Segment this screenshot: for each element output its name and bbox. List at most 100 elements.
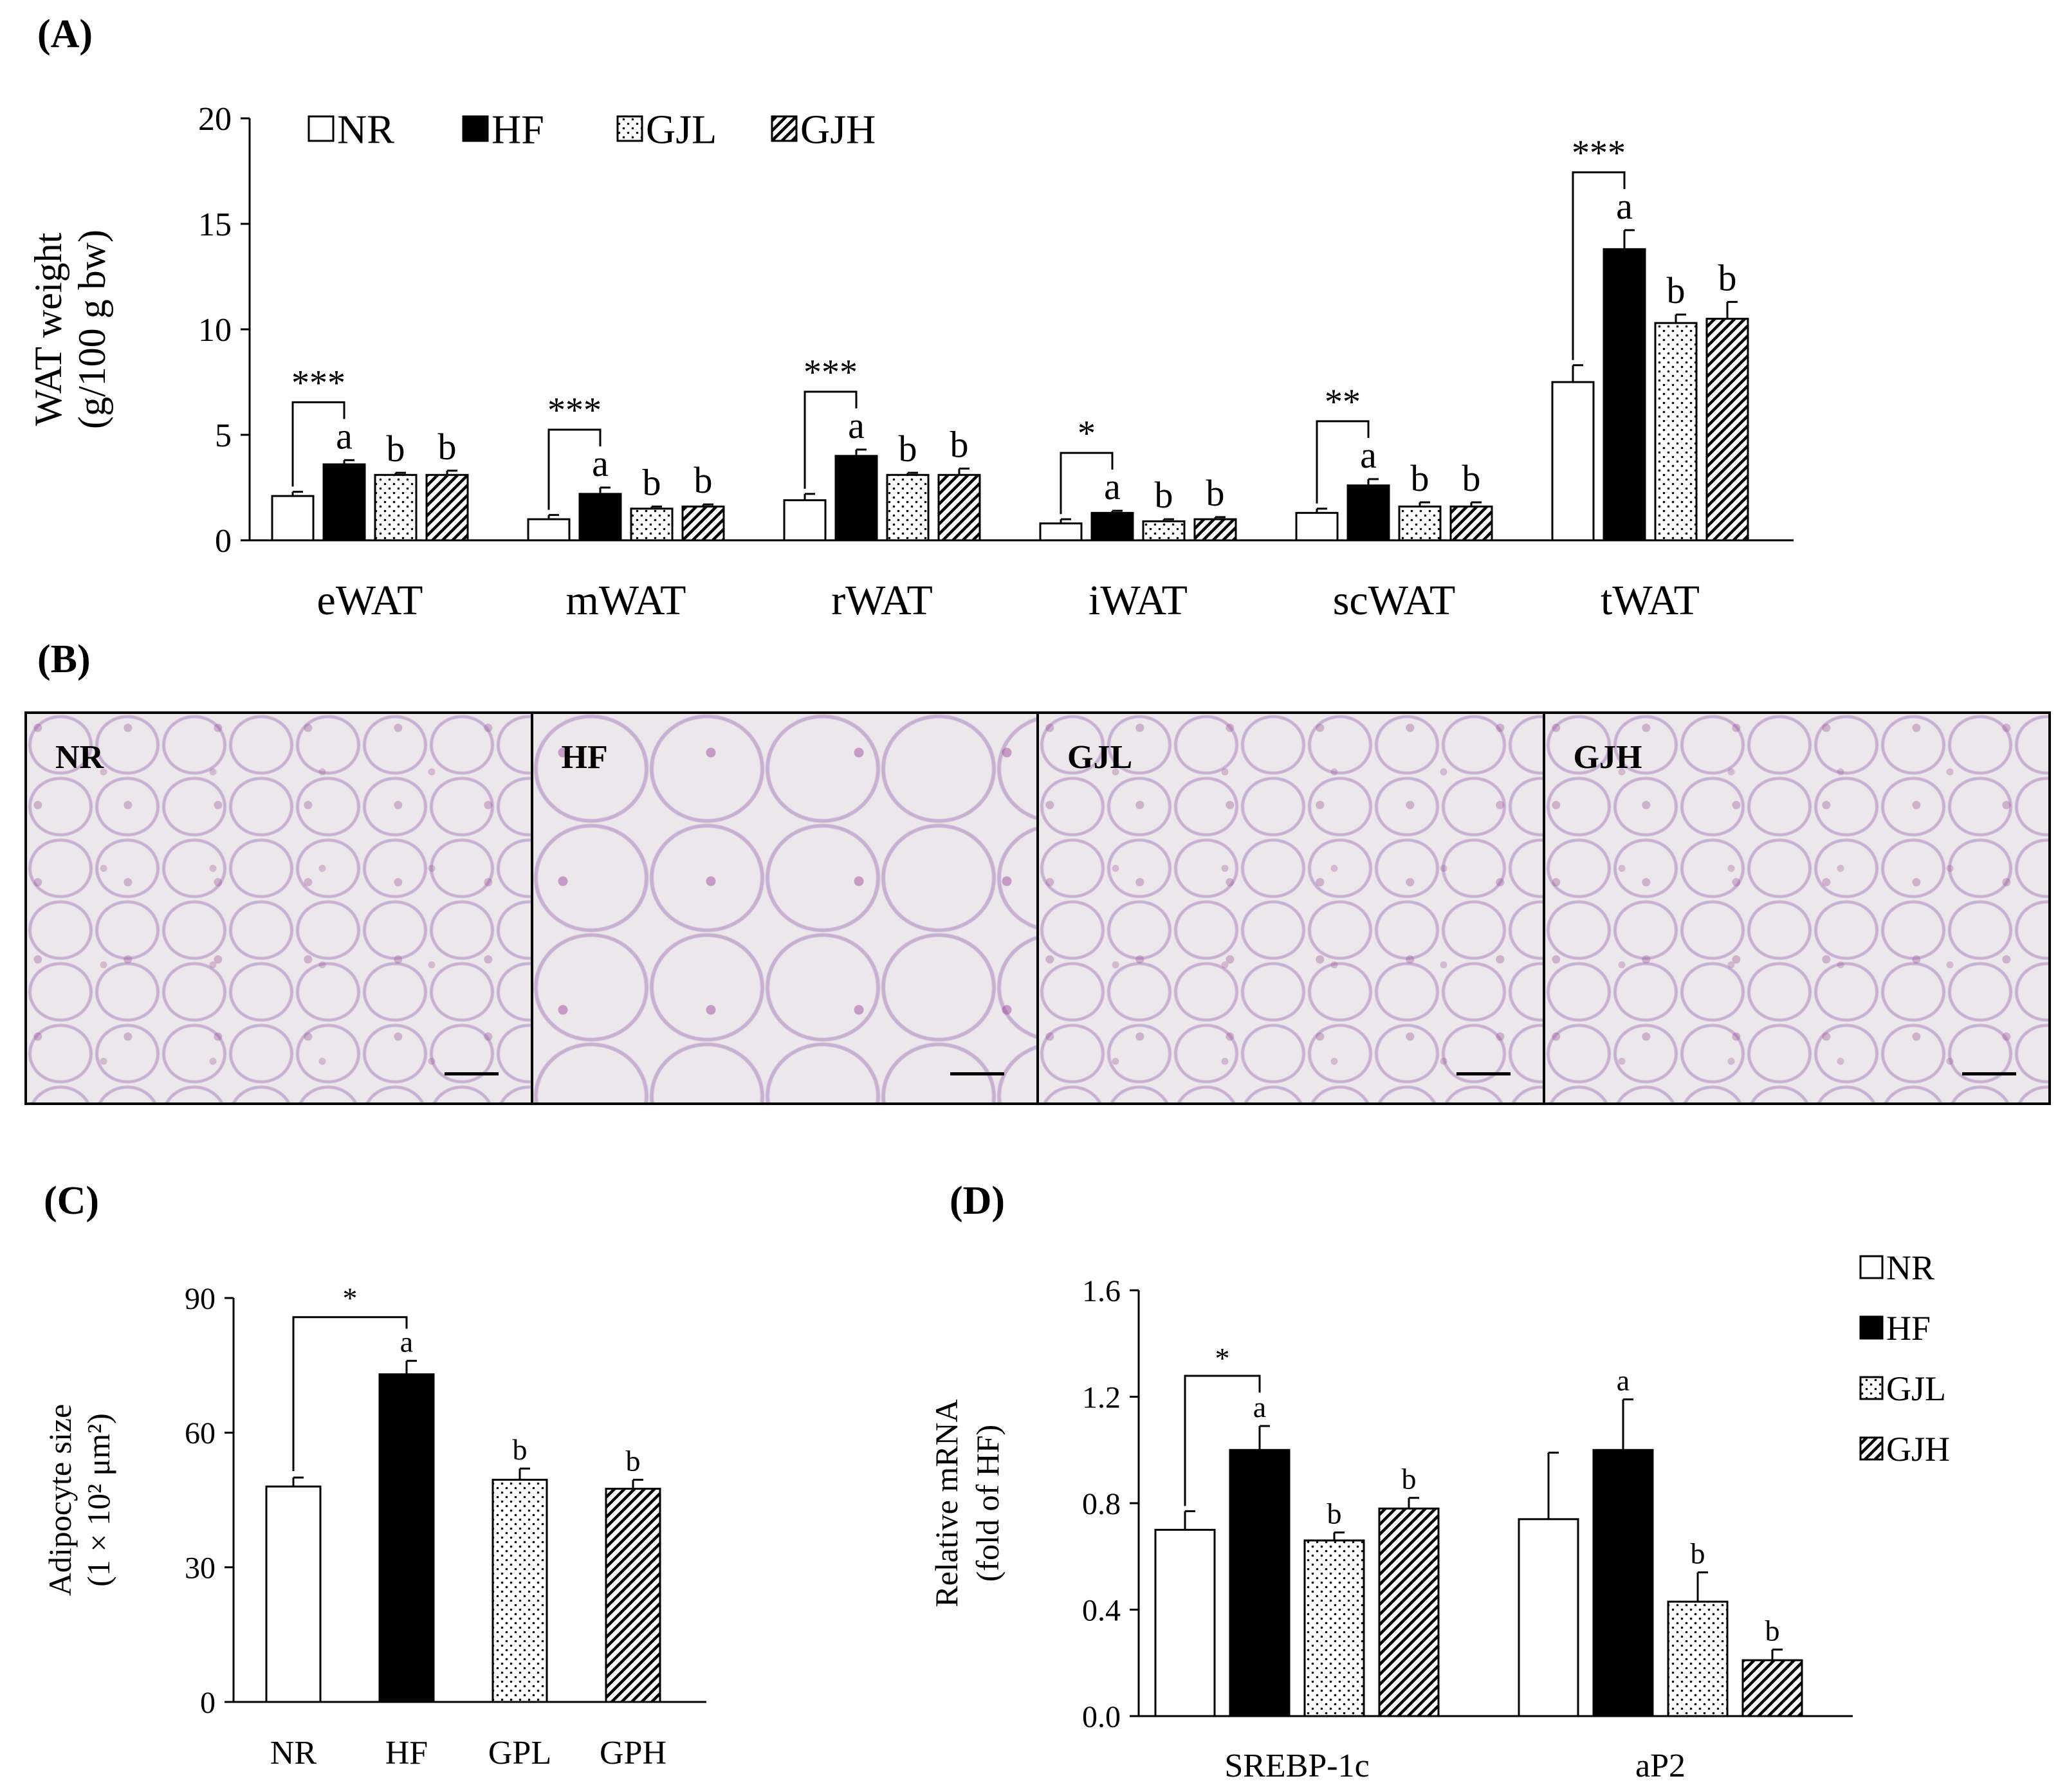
- x-tick-label: tWAT: [1601, 577, 1700, 624]
- legend-swatch-nr: [308, 115, 335, 142]
- significance-bracket: [1572, 171, 1626, 360]
- y-tick-label: 0: [200, 1686, 216, 1720]
- significance-letter: a: [336, 415, 353, 457]
- bar-hf: [378, 1373, 435, 1703]
- x-tick-label: SREBP-1c: [1224, 1748, 1369, 1784]
- y-tick-label: 1.2: [1082, 1380, 1121, 1414]
- significance-letter: a: [1616, 185, 1633, 227]
- legend-swatch-hf: [1859, 1315, 1884, 1340]
- y-tick-label: 90: [185, 1282, 216, 1316]
- bar-hf-iwat: [1090, 511, 1134, 542]
- panel-label-b: (B): [37, 637, 91, 681]
- significance-letter: b: [438, 426, 457, 468]
- scale-bar: [1456, 1072, 1511, 1075]
- y-tick-label: 0.0: [1082, 1700, 1121, 1734]
- legend-swatch-gjh: [771, 115, 798, 142]
- significance-bracket: [292, 1316, 408, 1472]
- histology-label: HF: [561, 739, 608, 776]
- bar-gjl-rwat: [886, 473, 930, 542]
- significance-stars: ***: [547, 390, 602, 430]
- y-axis-label: (g/100 g bw): [71, 230, 113, 429]
- bar-gjh-rwat: [937, 473, 981, 542]
- y-tick-label: 30: [185, 1551, 216, 1585]
- legend-label: GJL: [646, 106, 717, 152]
- significance-letter: b: [626, 1445, 641, 1477]
- significance-letter: b: [1402, 1463, 1417, 1495]
- significance-letter: b: [950, 423, 969, 465]
- histology-panel-hf: HF: [533, 714, 1039, 1102]
- significance-letter: b: [694, 459, 713, 501]
- x-tick-label: GPH: [600, 1735, 666, 1771]
- significance-letter: a: [400, 1326, 413, 1358]
- scale-bar: [950, 1072, 1004, 1075]
- y-axis-label: Relative mRNA: [928, 1399, 964, 1607]
- bar-gjl-ewat: [374, 473, 418, 542]
- legend-swatch-gjh: [1859, 1436, 1884, 1461]
- significance-letter: b: [1327, 1497, 1342, 1530]
- x-tick-label: scWAT: [1333, 577, 1456, 624]
- y-axis-label: (fold of HF): [969, 1425, 1006, 1582]
- legend-label: HF: [491, 106, 544, 152]
- significance-letter: b: [899, 428, 917, 470]
- bar-nr-rwat: [783, 499, 827, 542]
- bar-gjh-twat: [1705, 318, 1749, 542]
- legend-label: GJL: [1886, 1369, 1946, 1408]
- bar-hf-ewat: [322, 463, 366, 542]
- bar-gjl-scwat: [1398, 506, 1442, 542]
- bar-gjh-mwat: [681, 506, 725, 542]
- x-tick-label: HF: [385, 1735, 428, 1771]
- significance-letter: a: [1104, 466, 1121, 507]
- bar-hf-mwat: [578, 493, 622, 542]
- legend-label: NR: [337, 106, 394, 152]
- significance-letter: b: [643, 462, 661, 504]
- bar-nr-twat: [1551, 381, 1595, 542]
- bar-gjl-mwat: [630, 507, 674, 542]
- bar-gjh-iwat: [1193, 518, 1237, 542]
- significance-letter: a: [592, 443, 609, 484]
- significance-letter: b: [1667, 270, 1686, 311]
- y-axis-label: WAT weight: [27, 232, 69, 426]
- x-tick-label: iWAT: [1089, 577, 1188, 624]
- y-tick-label: 20: [198, 101, 232, 138]
- significance-stars: *: [1215, 1342, 1230, 1375]
- y-tick-label: 10: [198, 312, 232, 349]
- bar-gjl-iwat: [1142, 520, 1186, 542]
- x-tick-label: rWAT: [831, 577, 933, 624]
- legend-swatch-nr: [1859, 1255, 1884, 1279]
- significance-letter: b: [1411, 457, 1429, 499]
- bar-gjh-scwat: [1449, 506, 1493, 542]
- significance-letter: b: [387, 428, 405, 470]
- significance-letter: b: [1462, 457, 1481, 499]
- bar-gpl: [491, 1479, 548, 1703]
- significance-bracket: [804, 390, 858, 489]
- legend-swatch-hf: [462, 115, 489, 142]
- bar-nr-ewat: [271, 495, 315, 542]
- bar-gjh-srebp-1c: [1378, 1507, 1440, 1717]
- bar-gjh-ewat: [425, 473, 469, 542]
- significance-stars: ***: [1572, 133, 1626, 173]
- histology-panel-gjl: GJL: [1039, 714, 1545, 1102]
- legend-label: GJH: [1886, 1430, 1950, 1468]
- bar-gjl-twat: [1654, 322, 1698, 542]
- scale-bar: [1962, 1072, 2016, 1075]
- significance-stars: *: [1078, 414, 1096, 453]
- panel-label-a: (A): [37, 12, 93, 56]
- significance-bracket: [547, 428, 602, 510]
- significance-letter: b: [1155, 474, 1173, 516]
- bar-hf-twat: [1603, 248, 1646, 542]
- bar-nr-iwat: [1039, 522, 1083, 542]
- legend-swatch-gjl: [616, 115, 643, 142]
- scale-bar: [444, 1072, 499, 1075]
- significance-stars: ***: [804, 352, 858, 392]
- histology-label: GJH: [1573, 739, 1642, 776]
- y-tick-label: 5: [215, 417, 232, 454]
- histology-panel-nr: NR: [27, 714, 533, 1102]
- bar-nr-mwat: [527, 518, 571, 542]
- significance-letter: a: [848, 405, 865, 446]
- significance-letter: b: [513, 1433, 528, 1466]
- y-tick-label: 15: [198, 206, 232, 243]
- y-tick-label: 1.6: [1082, 1274, 1121, 1308]
- bar-nr-srebp-1c: [1154, 1528, 1216, 1717]
- bar-gjh-ap2: [1741, 1659, 1803, 1717]
- bar-nr: [265, 1485, 322, 1703]
